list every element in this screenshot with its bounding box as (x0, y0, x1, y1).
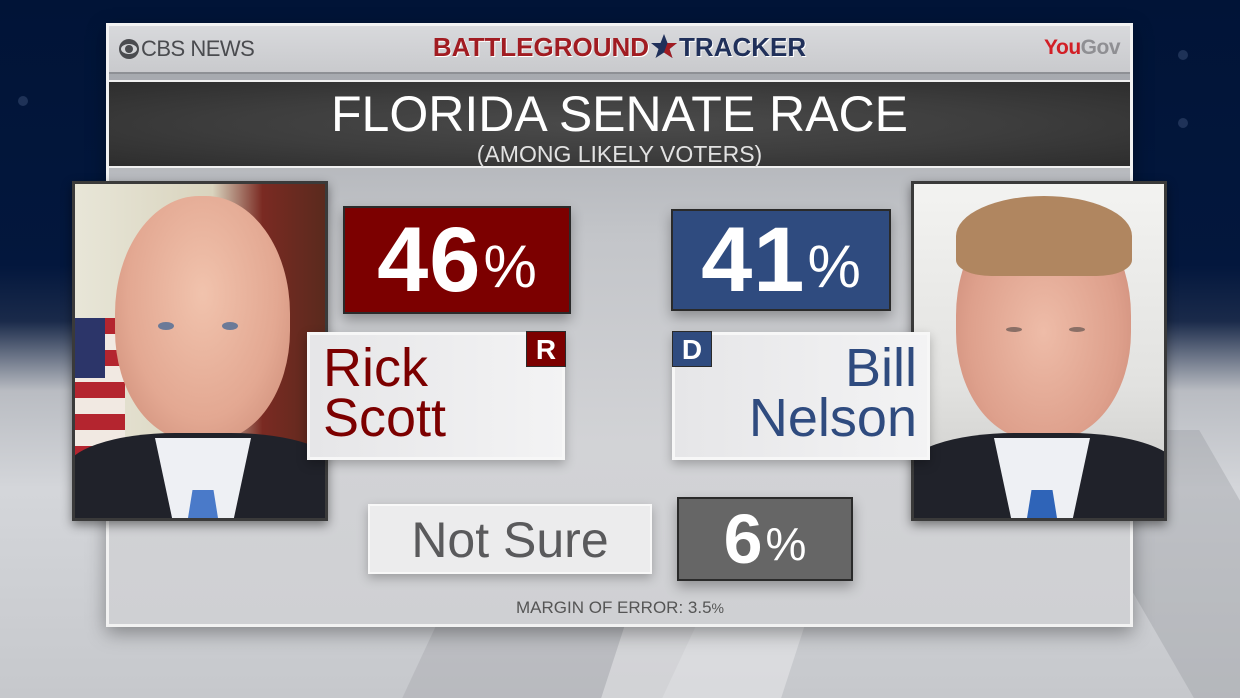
eye (222, 322, 238, 330)
portrait-rick-scott (72, 181, 328, 521)
page-subtitle: (AMONG LIKELY VOTERS) (476, 141, 763, 167)
candidate-first-name: Bill (844, 338, 917, 398)
moe-unit: % (711, 600, 724, 616)
candidate-last-name: Scott (323, 388, 447, 448)
pollster-part2: Gov (1080, 36, 1121, 59)
pollster-part1: You (1044, 36, 1081, 59)
star-icon (650, 33, 678, 66)
tie (1027, 490, 1057, 518)
percent-sign: % (765, 518, 807, 570)
title-bar: FLORIDA SENATE RACE (AMONG LIKELY VOTERS… (109, 80, 1130, 168)
party-badge-democrat: D (672, 331, 712, 367)
header-bar: CBS NEWS BATTLEGROUND TRACKER YouGov (109, 26, 1130, 74)
background-dot (1178, 118, 1188, 128)
page-title: FLORIDA SENATE RACE (331, 86, 908, 142)
tracker-title-part2: TRACKER (679, 32, 807, 62)
eye (1006, 327, 1022, 332)
cbs-eye-icon (119, 39, 139, 59)
bill-nelson-percent-box: 41% (671, 209, 891, 311)
tracker-title-part1: BATTLEGROUND (432, 32, 650, 62)
tie (188, 490, 218, 518)
not-sure-percent-box: 6% (677, 497, 853, 581)
not-sure-label: Not Sure (368, 504, 652, 574)
rick-scott-name-box: Rick Scott (307, 332, 565, 460)
candidate-last-name: Nelson (748, 388, 917, 448)
percent-sign: % (483, 233, 537, 300)
moe-value: 3.5 (687, 598, 712, 617)
face (115, 196, 290, 441)
bill-nelson-name-box: Bill Nelson (672, 332, 930, 460)
portrait-bill-nelson (911, 181, 1167, 521)
hair (956, 196, 1132, 276)
percent-value: 6 (723, 500, 764, 578)
margin-of-error: MARGIN OF ERROR: 3.5% (0, 598, 1240, 618)
percent-value: 41 (701, 209, 806, 311)
eye (158, 322, 174, 330)
party-badge-republican: R (526, 331, 566, 367)
candidate-first-name: Rick (323, 338, 428, 398)
cbs-news-logo: CBS NEWS (119, 36, 255, 62)
background-dot (18, 96, 28, 106)
rick-scott-percent-box: 46% (343, 206, 571, 314)
yougov-logo: YouGov (1044, 36, 1120, 60)
moe-label: MARGIN OF ERROR: (516, 598, 684, 617)
background-dot (1178, 50, 1188, 60)
network-name: CBS NEWS (141, 36, 255, 61)
eye (1069, 327, 1085, 332)
percent-value: 46 (377, 209, 482, 311)
percent-sign: % (807, 233, 861, 300)
battleground-tracker-title: BATTLEGROUND TRACKER (109, 32, 1130, 66)
